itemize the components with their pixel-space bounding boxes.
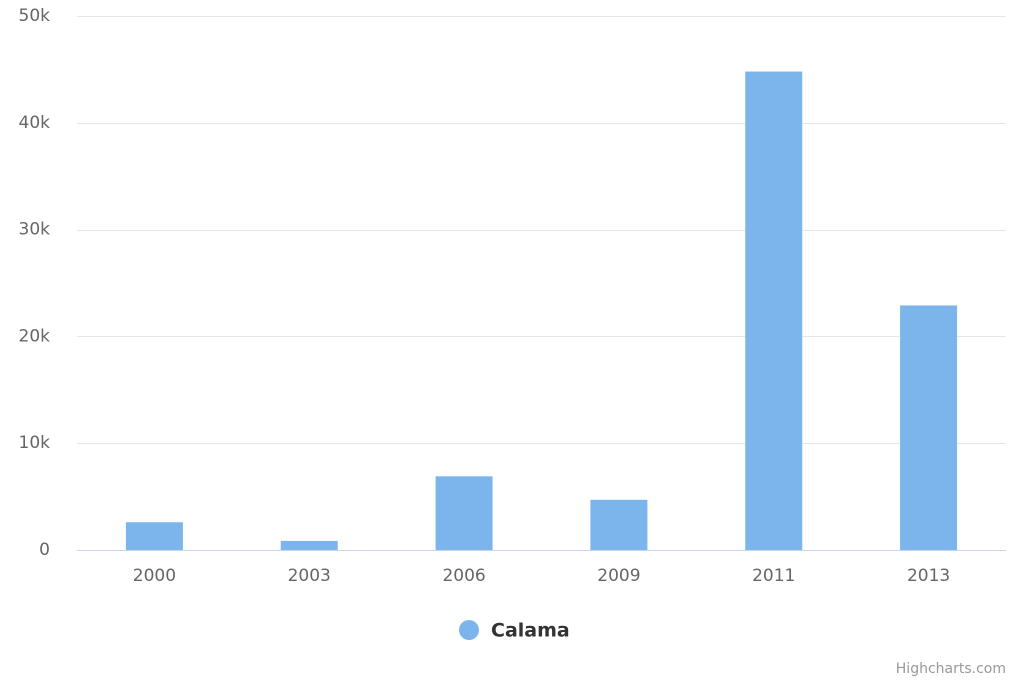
y-tick-label: 30k: [19, 220, 51, 240]
bar: [590, 499, 648, 550]
bar: [125, 522, 183, 550]
bar: [745, 71, 803, 550]
legend-label[interactable]: Calama: [491, 620, 570, 642]
y-tick-label: 20k: [19, 326, 51, 346]
x-tick-label: 2013: [907, 566, 950, 586]
x-tick-label: 2006: [442, 566, 485, 586]
y-tick-label: 40k: [19, 113, 51, 133]
x-tick-label: 2011: [752, 566, 795, 586]
y-tick-label: 0: [39, 540, 50, 560]
bar: [435, 476, 493, 550]
legend-symbol[interactable]: [459, 620, 479, 640]
bar: [280, 540, 338, 550]
y-tick-label: 10k: [19, 433, 51, 453]
x-tick-label: 2009: [597, 566, 640, 586]
bar: [900, 305, 958, 550]
credits[interactable]: Highcharts.com: [896, 661, 1006, 677]
x-tick-label: 2003: [288, 566, 331, 586]
y-tick-label: 50k: [19, 6, 51, 26]
x-tick-label: 2000: [133, 566, 176, 586]
